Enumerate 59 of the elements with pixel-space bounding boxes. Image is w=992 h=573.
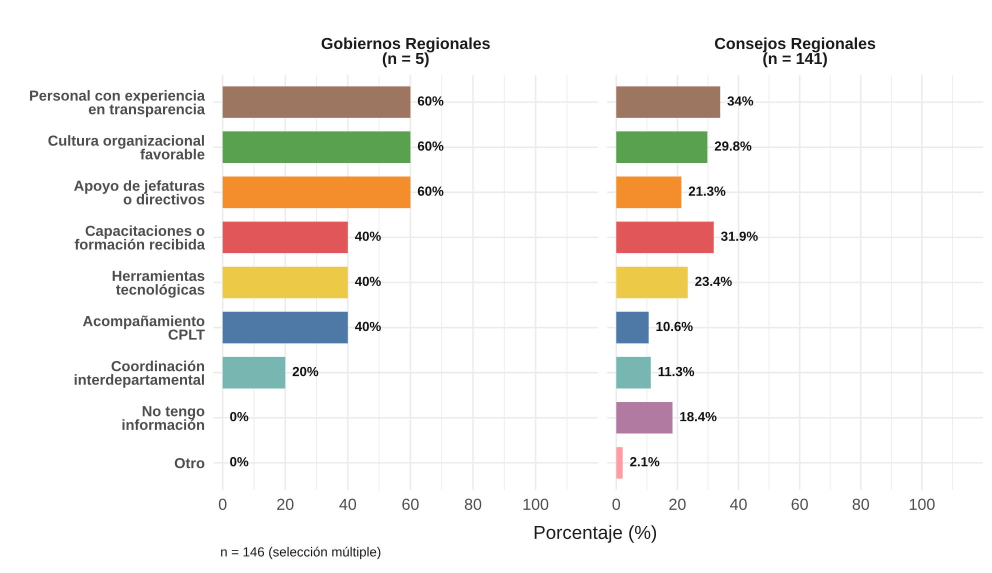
data-label: 21.3% [688, 186, 726, 196]
x-tick-label: 60 [792, 498, 808, 510]
data-label: 2.1% [630, 457, 660, 466]
x-tick-label: 60 [402, 498, 419, 510]
x-tick-label: 0 [612, 498, 620, 510]
data-label: 20% [292, 366, 318, 376]
data-label: 40% [354, 276, 381, 286]
x-tick-label: 40 [339, 498, 356, 510]
bar [222, 176, 410, 208]
data-label: 31.9% [721, 232, 758, 241]
bar [616, 222, 714, 254]
x-axis-title: Porcentaje (%) [534, 525, 656, 543]
data-label: 60% [418, 96, 444, 106]
data-label: 40% [354, 322, 381, 332]
data-label: 11.3% [658, 366, 694, 376]
bar [616, 176, 682, 208]
bar [616, 266, 688, 298]
x-tick-label: 20 [277, 498, 294, 510]
x-tick-label: 80 [464, 498, 482, 510]
y-tick-label: Otro [174, 458, 204, 468]
bar [616, 86, 720, 118]
bar [222, 266, 348, 298]
bar [222, 131, 410, 163]
data-label: 60% [418, 186, 444, 196]
bar [616, 402, 673, 434]
data-label: 0% [230, 412, 248, 422]
bar [222, 312, 348, 344]
bar [616, 356, 651, 388]
bar [616, 312, 649, 344]
x-tick-label: 100 [523, 498, 548, 510]
chart-title: Consejos Regionales (n = 141) [714, 37, 876, 68]
text: n = 146 (selección múltiple) [221, 546, 380, 560]
bar [222, 222, 348, 254]
data-label: 60% [418, 141, 444, 151]
data-label: 40% [354, 232, 381, 241]
bar [616, 131, 708, 163]
y-tick-label: Herramientas tecnológicas [112, 270, 204, 298]
y-tick-label: Cultura organizacional favorable [48, 135, 204, 160]
bar [222, 86, 410, 118]
data-label: 23.4% [695, 276, 732, 286]
data-label: 29.8% [714, 141, 752, 151]
chart-title: Gobiernos Regionales (n = 5) [322, 37, 490, 68]
x-tick-label: 0 [218, 498, 226, 510]
data-label: 34% [727, 96, 754, 106]
x-tick-label: 20 [669, 498, 686, 510]
y-tick-label: Capacitaciones o formación recibida [74, 225, 206, 250]
bar [222, 356, 286, 388]
x-tick-label: 100 [910, 498, 935, 510]
x-tick-label: 80 [852, 498, 870, 510]
y-tick-label: Apoyo de jefaturas o directivos [74, 180, 204, 205]
y-tick-label: Acompañamiento CPLT [82, 316, 205, 340]
data-label: 10.6% [656, 322, 693, 332]
data-label: 0% [230, 457, 248, 466]
y-tick-label: No tengo información [122, 406, 204, 430]
y-tick-label: Coordinación interdepartamental [74, 360, 204, 388]
bar [616, 447, 623, 479]
data-label: 18.4% [680, 412, 717, 422]
y-tick-label: Personal con experiencia en transparencia [30, 90, 206, 118]
x-tick-label: 40 [730, 498, 747, 510]
